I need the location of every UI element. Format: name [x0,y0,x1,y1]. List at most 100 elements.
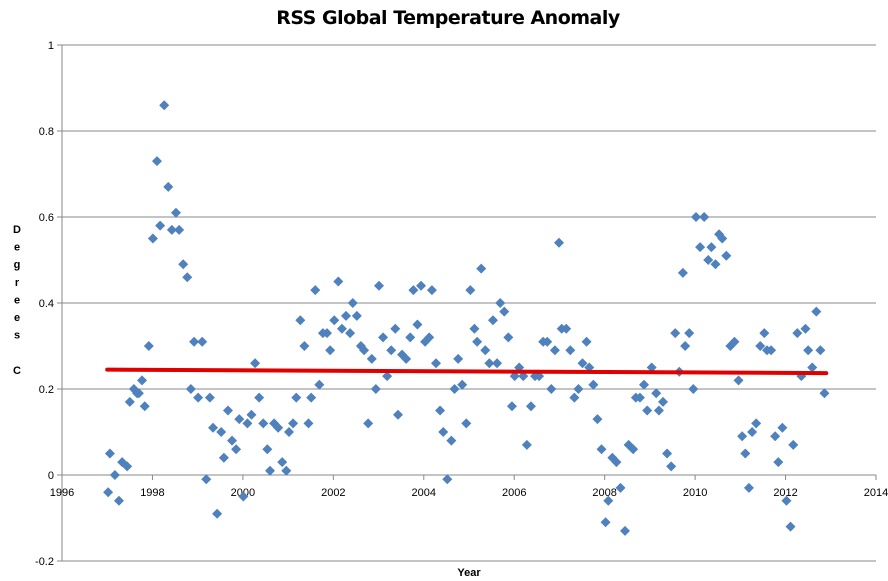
data-point [670,328,681,339]
chart-title: RSS Global Temperature Anomaly [276,7,621,29]
data-point [393,409,404,420]
data-point [492,358,503,369]
data-point [234,414,245,425]
data-point [733,375,744,386]
data-point [306,392,317,403]
data-point [819,388,830,399]
data-point [803,345,814,356]
y-axis-label-letter: g [14,259,21,271]
data-point [424,332,435,343]
data-point [347,298,358,308]
data-point [374,280,385,291]
data-point [238,491,249,502]
data-point [703,255,714,265]
data-point [329,315,340,326]
data-point [592,414,603,425]
data-point [549,345,560,356]
data-point [480,345,491,356]
data-point [284,427,295,437]
data-point [588,379,599,390]
data-point [706,242,717,253]
data-point [569,392,580,403]
data-point [109,470,120,480]
x-tick-label: 2012 [773,487,797,499]
x-tick-label: 2006 [502,487,526,499]
data-point [345,328,356,339]
data-point [699,212,710,222]
data-point [246,409,257,420]
x-tick-label: 2014 [864,487,888,499]
data-point [453,353,464,364]
data-point [159,100,170,111]
data-point [811,306,822,317]
data-point [442,474,453,485]
y-tick-label: 0.2 [39,384,54,396]
data-point [295,315,306,326]
data-point [143,341,154,351]
data-point [565,345,576,356]
data-point [495,298,506,308]
data-point [596,444,607,455]
data-point [104,448,115,459]
data-point [740,448,751,459]
data-point [322,328,333,339]
data-point [412,319,423,330]
x-tick-label: 1998 [140,487,164,499]
data-point [487,315,498,326]
data-point [124,396,135,407]
data-point [178,259,189,270]
data-point [174,224,185,235]
data-point [340,310,351,321]
data-points [103,100,830,536]
data-point [759,328,770,339]
data-point [634,392,645,403]
data-point [684,328,695,339]
data-point [222,405,233,416]
data-point [336,323,347,334]
x-tick-label: 2002 [321,487,345,499]
data-point [216,427,227,437]
y-tick-label: 1 [48,40,54,52]
data-point [166,224,177,235]
data-point [658,396,669,407]
data-point [620,525,631,536]
data-point [366,353,377,364]
data-point [288,418,299,429]
data-point [781,495,792,506]
data-point [457,379,468,390]
data-point [185,384,196,394]
data-point [542,336,553,347]
data-point [363,418,374,429]
data-point [691,212,702,222]
data-point [408,285,419,296]
y-ticks: -0.2 0 0.2 0.4 0.6 0.8 1 [35,40,62,568]
data-point [751,418,762,429]
data-point [710,259,721,270]
data-point [785,521,796,532]
data-point [139,401,150,412]
data-point [484,358,495,369]
data-point [103,487,114,498]
data-point [807,362,818,373]
y-tick-label: 0 [48,470,54,482]
data-point [642,405,653,416]
x-tick-label: 2010 [683,487,707,499]
x-ticks: 1996199820002002200420062008201020122014 [50,475,888,499]
data-point [314,379,325,390]
data-point [688,384,699,394]
data-point [695,242,706,253]
data-point [370,384,381,394]
data-point [426,285,437,296]
data-point [208,422,219,433]
data-point [503,332,514,343]
data-point [405,332,416,343]
data-point [677,267,688,278]
data-point [777,422,788,433]
data-point [113,495,124,506]
data-point [603,495,614,506]
data-point [281,465,292,476]
data-point [333,276,344,287]
data-point [147,233,158,244]
data-point [743,482,754,493]
data-point [189,336,200,347]
